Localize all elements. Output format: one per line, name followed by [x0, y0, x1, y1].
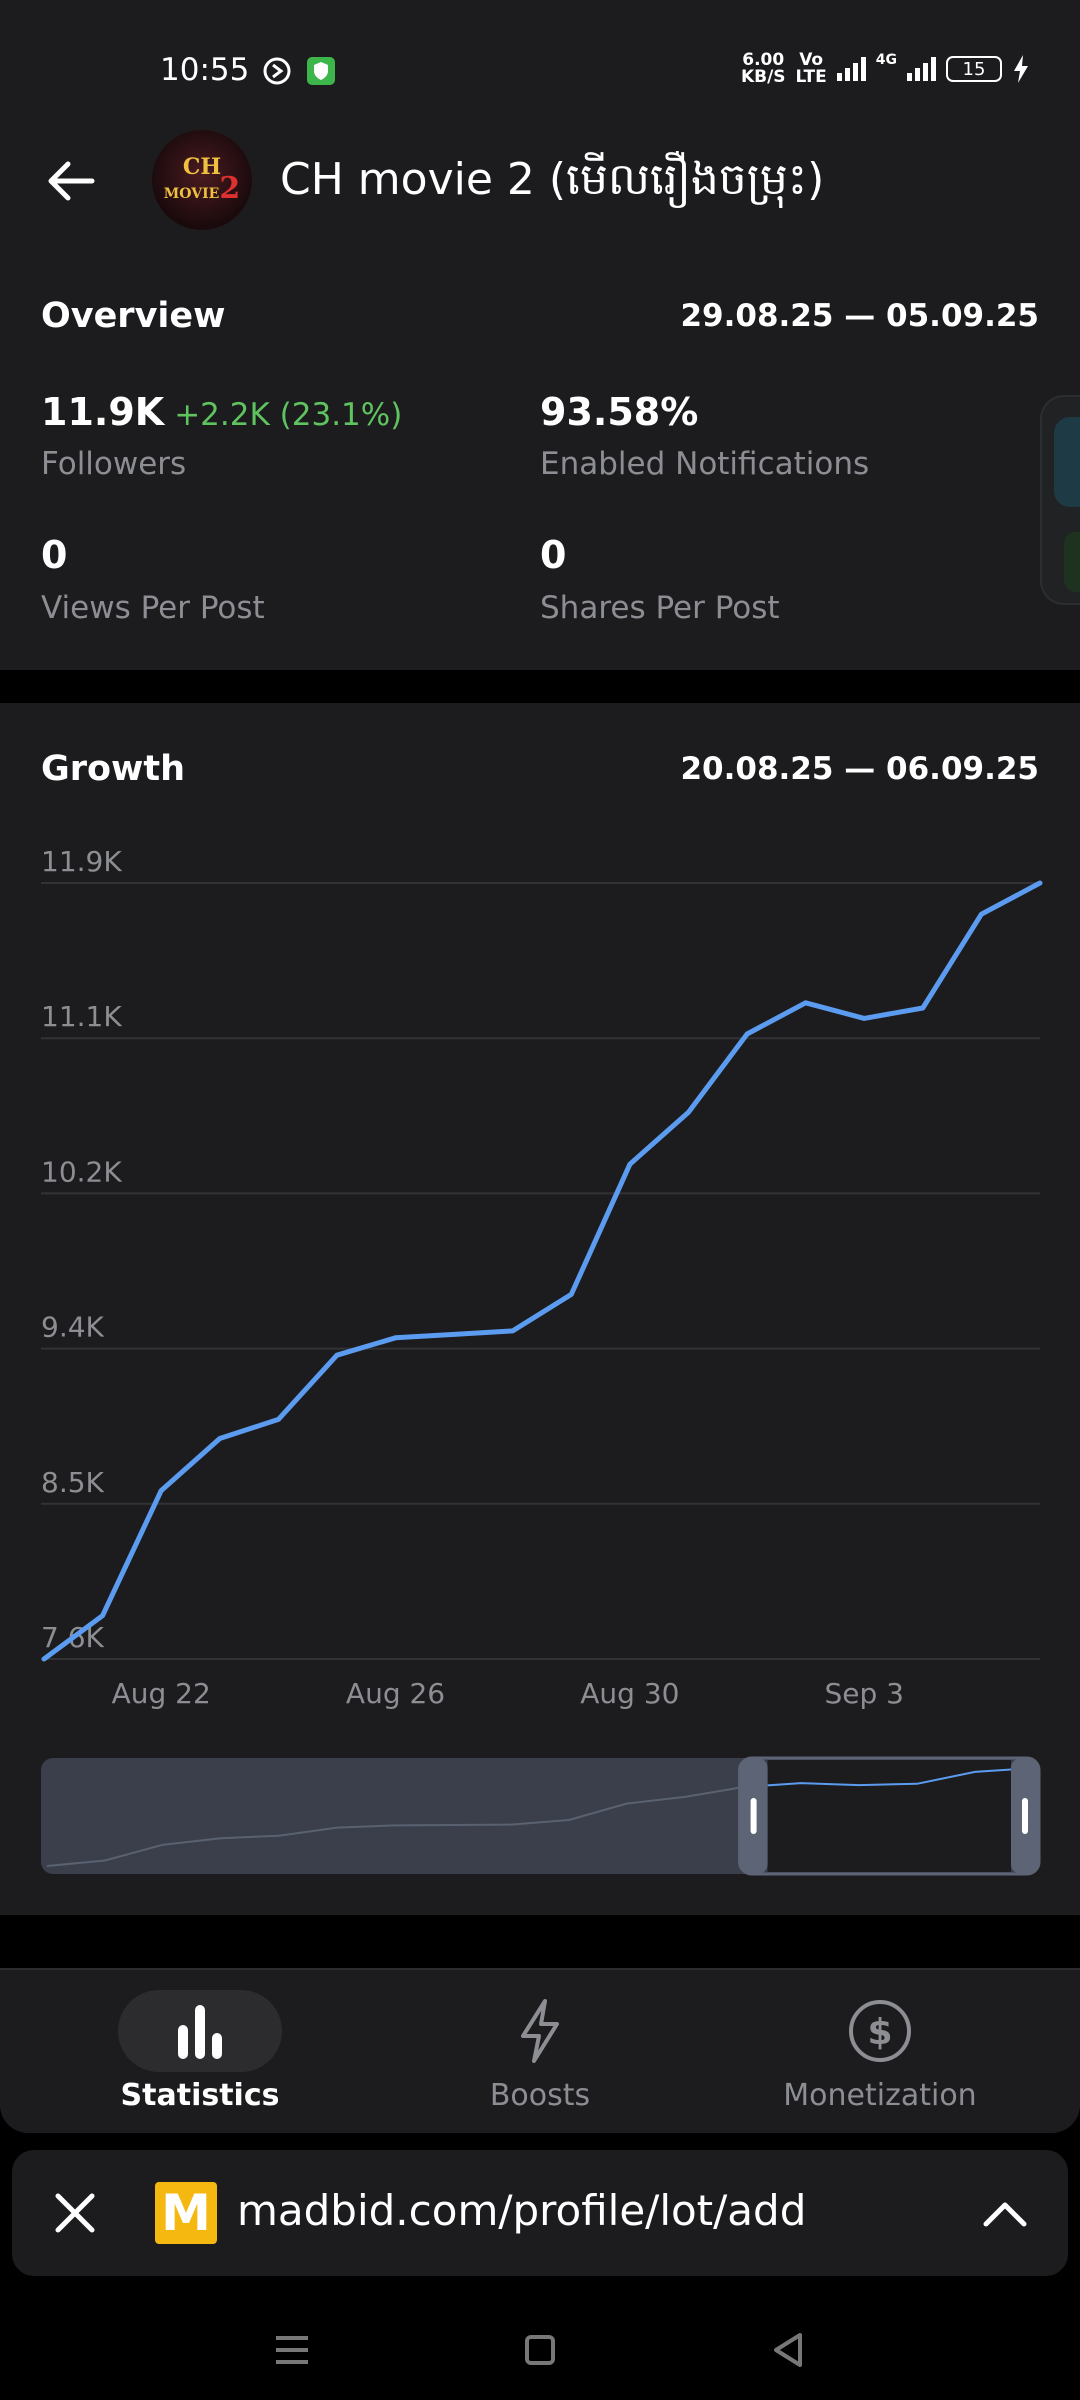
volte-indicator: Vo LTE: [795, 50, 827, 87]
signal-icon-2: [907, 57, 936, 81]
back-icon[interactable]: [758, 2320, 818, 2380]
browser-url-bar: M madbid.com/profile/lot/add: [12, 2150, 1068, 2276]
menu-icon[interactable]: [262, 2320, 322, 2380]
dollar-icon: $: [849, 2000, 911, 2062]
growth-section: Growth 20.08.25 — 06.09.25 7.6K 8.5K 9.4K 1…: [0, 703, 1080, 1915]
data-point: [980, 913, 982, 915]
data-point: [219, 1438, 221, 1440]
close-icon[interactable]: [50, 2188, 100, 2238]
data-point: [1039, 882, 1041, 884]
network-type: 4G: [875, 52, 897, 68]
growth-range: 20.08.25 — 06.09.25: [680, 751, 1039, 787]
lightning-icon: [521, 1999, 559, 2063]
system-nav-bar: [0, 2290, 1080, 2400]
bottom-tab-bar: Statistics Boosts $ Monetization: [0, 1968, 1080, 2133]
url-text[interactable]: madbid.com/profile/lot/add: [237, 2186, 807, 2235]
y-tick-label: 10.2K: [41, 1155, 122, 1188]
navigator-highlight-line: [767, 1768, 1011, 1787]
x-tick-label: Aug 26: [346, 1677, 445, 1710]
data-point: [336, 1354, 338, 1356]
data-point: [922, 1007, 924, 1009]
site-logo: M: [155, 2182, 217, 2244]
y-tick-label: 8.5K: [41, 1466, 105, 1499]
bar-chart-icon: [178, 2005, 222, 2059]
status-bar: 10:55 6.00 KB/S Vo LTE 4G 15: [0, 0, 1080, 130]
data-point: [746, 1033, 748, 1035]
data-point: [277, 1418, 279, 1420]
navigator-window: [767, 1760, 1011, 1872]
chevron-up-icon[interactable]: [980, 2190, 1030, 2240]
x-tick-label: Sep 3: [824, 1677, 904, 1710]
data-point: [395, 1337, 397, 1339]
tab-monetization-label: Monetization: [783, 2078, 977, 2113]
data-point: [863, 1017, 865, 1019]
data-point: [102, 1615, 104, 1617]
tab-statistics[interactable]: Statistics: [30, 1990, 370, 2113]
data-point: [43, 1658, 45, 1660]
followers-delta: +2.2K (23.1%): [174, 397, 403, 433]
data-point: [687, 1111, 689, 1113]
series-line: [41, 880, 1043, 1662]
home-icon[interactable]: [510, 2320, 570, 2380]
overview-section: Overview 29.08.25 — 05.09.25 11.9K +2.2K …: [0, 250, 1080, 670]
charging-icon: [1014, 55, 1028, 83]
data-point: [160, 1490, 162, 1492]
tab-monetization[interactable]: $ Monetization: [710, 1990, 1050, 2113]
overview-title: Overview: [41, 296, 226, 336]
svg-text:$: $: [867, 2012, 892, 2053]
timer-icon: [263, 57, 291, 85]
back-arrow-icon[interactable]: [44, 154, 98, 208]
views-per-post-label: Views Per Post: [41, 590, 265, 626]
y-tick-label: 11.1K: [41, 1000, 122, 1033]
y-tick-label: 9.4K: [41, 1311, 105, 1344]
followers-value: 11.9K +2.2K (23.1%): [41, 390, 403, 434]
followers-label: Followers: [41, 446, 187, 482]
overview-range: 29.08.25 — 05.09.25: [680, 298, 1039, 334]
y-tick-label: 11.9K: [41, 845, 122, 878]
tab-boosts[interactable]: Boosts: [370, 1990, 710, 2113]
handle-grip-right: [1022, 1798, 1028, 1834]
channel-title: CH movie 2 (មើលរឿងចម្រុះ): [280, 154, 825, 205]
shield-icon: [307, 57, 335, 85]
shares-per-post-label: Shares Per Post: [540, 590, 780, 626]
channel-avatar[interactable]: CH MOVIE2: [152, 130, 252, 230]
shares-per-post-value: 0: [540, 533, 567, 577]
data-point: [570, 1293, 572, 1295]
views-per-post-value: 0: [41, 533, 68, 577]
tab-boosts-label: Boosts: [489, 2078, 591, 2113]
data-point: [629, 1163, 631, 1165]
growth-title: Growth: [41, 749, 186, 789]
x-tick-label: Aug 30: [580, 1677, 679, 1710]
data-point: [453, 1333, 455, 1335]
tab-statistics-label: Statistics: [120, 2078, 280, 2113]
notifications-label: Enabled Notifications: [540, 446, 870, 482]
notifications-value: 93.58%: [540, 390, 699, 434]
data-point: [512, 1330, 514, 1332]
channel-header: CH MOVIE2 CH movie 2 (មើលរឿងចម្រុះ): [0, 130, 1080, 250]
status-time: 10:55: [160, 52, 250, 88]
handle-grip-left: [750, 1798, 757, 1834]
x-tick-label: Aug 22: [112, 1677, 211, 1710]
network-speed: 6.00 KB/S: [740, 50, 786, 87]
battery-icon: 15: [946, 56, 1002, 82]
data-point: [805, 1002, 807, 1004]
floating-side-panel[interactable]: [1040, 395, 1080, 605]
signal-icon: [836, 57, 866, 81]
